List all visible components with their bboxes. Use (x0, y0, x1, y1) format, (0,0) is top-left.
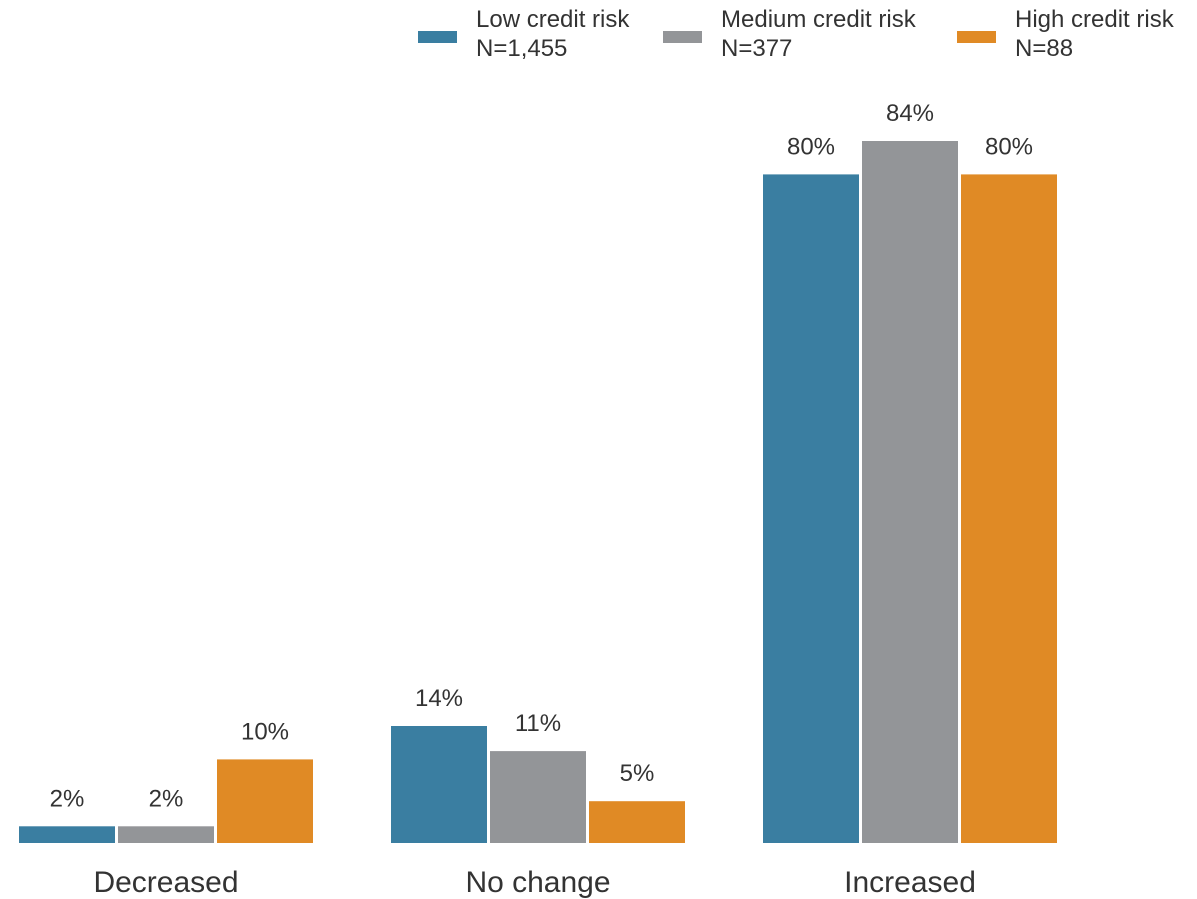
category-label: Increased (844, 866, 976, 899)
value-label: 14% (415, 685, 463, 712)
bar-decreased-series-1 (118, 826, 214, 843)
category-label: No change (465, 866, 610, 899)
legend-series-name: High credit risk (1015, 6, 1175, 33)
legend-swatch (418, 31, 457, 43)
category-label: Decreased (93, 866, 238, 899)
value-label: 80% (985, 133, 1033, 160)
legend-swatch (957, 31, 996, 43)
value-label: 84% (886, 100, 934, 127)
legend-series-n: N=1,455 (476, 35, 567, 62)
value-label: 2% (50, 785, 85, 812)
bar-no-change-series-0 (391, 726, 487, 843)
legend-series-n: N=88 (1015, 35, 1073, 62)
bar-decreased-series-2 (217, 759, 313, 843)
category-labels: Decreased No change Increased (93, 866, 975, 899)
bar-no-change-series-2 (589, 801, 685, 843)
bar-increased-series-0 (763, 174, 859, 843)
value-label: 5% (620, 760, 655, 787)
bar-no-change-series-1 (490, 751, 586, 843)
bar-increased-series-1 (862, 141, 958, 843)
legend-swatch (663, 31, 702, 43)
legend-series-name: Medium credit risk (721, 6, 917, 33)
bars (19, 141, 1057, 843)
bar-increased-series-2 (961, 174, 1057, 843)
value-labels: 2% 14% 80% 2% 11% 84% 10% 5% 80% (50, 100, 1033, 812)
value-label: 10% (241, 718, 289, 745)
legend-series-n: N=377 (721, 35, 792, 62)
legend-series-name: Low credit risk (476, 6, 630, 33)
value-label: 2% (149, 785, 184, 812)
bar-decreased-series-0 (19, 826, 115, 843)
value-label: 80% (787, 133, 835, 160)
value-label: 11% (515, 710, 561, 737)
